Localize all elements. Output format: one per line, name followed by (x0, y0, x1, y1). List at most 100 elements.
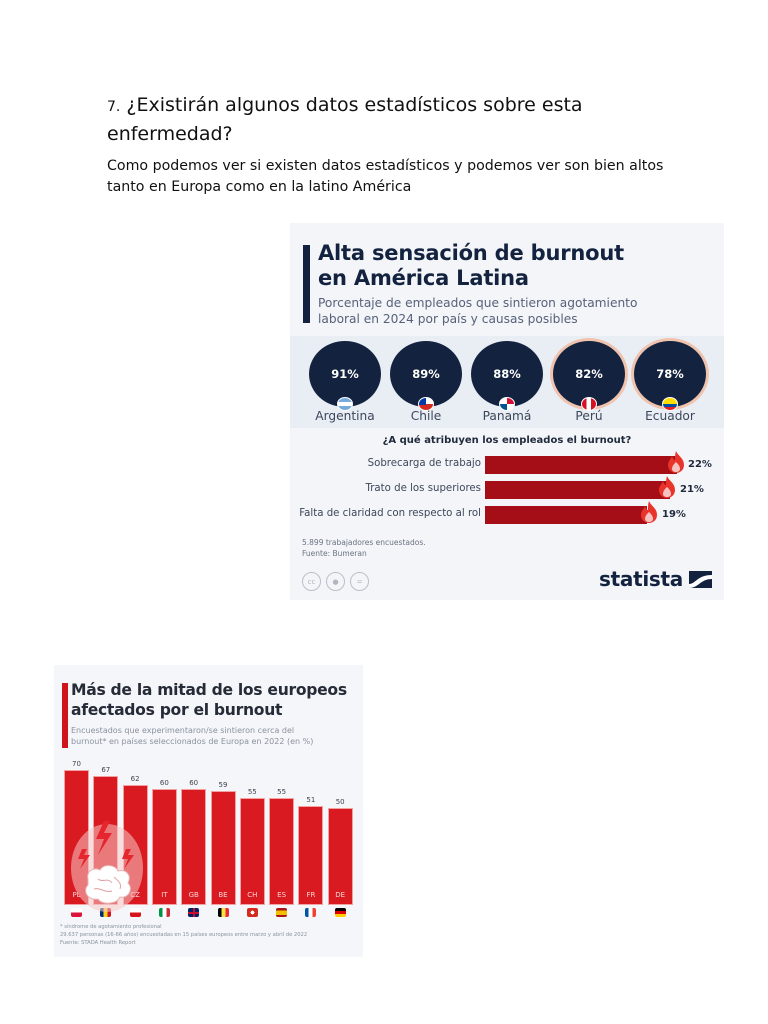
latam-title-line1: Alta sensación de burnout (318, 241, 624, 265)
country-name: Panamá (482, 409, 532, 423)
bar-fill (240, 799, 264, 904)
bar-value: 51 (306, 796, 316, 804)
es-flag-icon (276, 908, 288, 917)
europe-title: Más de la mitad de los europeos afectado… (71, 680, 347, 720)
fire-icon (668, 451, 684, 473)
bar-fill (328, 809, 352, 904)
be-flag-icon (217, 908, 229, 917)
bar-fill (182, 790, 206, 904)
footnote-sample: 29.637 personas (16-66 años) encuestadas… (60, 932, 308, 938)
europe-title-line1: Más de la mitad de los europeos (71, 681, 347, 699)
statista-logo[interactable]: statista (599, 567, 712, 591)
statista-mark-icon (689, 570, 712, 588)
europe-footnotes: * síndrome de agotamiento profesional 29… (60, 923, 307, 947)
cause-label: Falta de claridad con respecto al rol (299, 508, 481, 519)
value-circle: 88% (471, 341, 543, 407)
brand-name: statista (599, 567, 683, 591)
value-circle: 82% (553, 341, 625, 407)
country-name: Ecuador (645, 409, 695, 423)
cause-row: Trato de los superiores 21% (290, 476, 724, 499)
country-chile: 89% Chile (389, 341, 463, 429)
country-code: GB (188, 891, 199, 899)
brain-lightning-icon (71, 821, 143, 912)
latam-subtitle-line1: Porcentaje de empleados que sintieron ag… (318, 296, 638, 310)
cause-row: Falta de claridad con respecto al rol 19… (290, 501, 724, 524)
europe-subtitle-line1: Encuestados que experimentaron/se sintie… (71, 726, 295, 735)
europe-subtitle-line2: burnout* en países seleccionados de Euro… (71, 737, 314, 746)
value-circle: 91% (309, 341, 381, 407)
gb-flag-icon (188, 908, 200, 917)
country-code: CH (247, 891, 258, 899)
country-name: Perú (575, 409, 603, 423)
section-heading: 7. ¿Existirán algunos datos estadísticos… (107, 92, 667, 148)
country-ecuador: 78% Ecuador (633, 341, 707, 429)
latam-subtitle: Porcentaje de empleados que sintieron ag… (318, 295, 637, 327)
license-icons: cc ● = (302, 572, 369, 591)
country-code: BE (218, 891, 228, 899)
creative-commons-icon[interactable]: cc (302, 572, 321, 591)
it-flag-icon (158, 908, 170, 917)
bar-value: 67 (101, 766, 111, 774)
bar-fr: 51 FR (299, 796, 323, 917)
source-note: Fuente: Bumeran (302, 549, 367, 558)
country-code: PL (72, 891, 81, 899)
heading-number: 7. (107, 99, 121, 115)
cause-value: 22% (688, 459, 712, 470)
value-circle: 89% (390, 341, 462, 407)
title-accent-bar (62, 683, 68, 748)
bar-es: 55 ES (270, 788, 294, 917)
cause-bar (485, 456, 677, 474)
country-code: ES (277, 891, 287, 899)
latam-title: Alta sensación de burnout en América Lat… (318, 241, 624, 291)
no-derivatives-icon[interactable]: = (350, 572, 369, 591)
chile-flag-icon (418, 397, 434, 411)
fr-flag-icon (305, 908, 317, 917)
bar-value: 60 (159, 779, 169, 787)
country-name: Chile (410, 409, 442, 423)
latam-title-line2: en América Latina (318, 266, 529, 290)
bar-fill (152, 790, 176, 904)
bar-value: 62 (130, 775, 140, 783)
cause-label: Sobrecarga de trabajo (367, 458, 481, 469)
country-code: FR (306, 891, 316, 899)
bar-value: 70 (72, 760, 81, 768)
country-peru: 82% Perú (552, 341, 626, 429)
ch-flag-icon (246, 908, 258, 917)
footnote-source: Fuente: STADA Health Report (60, 940, 136, 946)
bar-value: 59 (218, 781, 228, 789)
bar-fill (270, 799, 294, 904)
cause-value: 19% (662, 509, 686, 520)
bar-fill (211, 792, 235, 904)
cause-bar (485, 481, 670, 499)
bar-value: 55 (247, 788, 257, 796)
attribution-icon[interactable]: ● (326, 572, 345, 591)
cause-label: Trato de los superiores (365, 483, 482, 494)
bar-fill (299, 807, 323, 904)
country-code: IT (161, 891, 168, 899)
bar-be: 59 BE (211, 781, 235, 917)
country-code: DE (335, 891, 346, 899)
latam-notes: 5.899 trabajadores encuestados. Fuente: … (302, 537, 426, 559)
country-name: Argentina (315, 409, 375, 423)
causes-question: ¿A qué atribuyen los empleados el burnou… (382, 435, 632, 446)
peru-flag-icon (581, 397, 597, 411)
ro-flag-icon (100, 908, 112, 917)
europe-subtitle: Encuestados que experimentaron/se sintie… (71, 725, 361, 747)
latam-burnout-infographic: Alta sensación de burnout en América Lat… (290, 223, 724, 600)
cause-bar (485, 506, 647, 524)
value-circle: 78% (634, 341, 706, 407)
argentina-flag-icon (337, 397, 353, 411)
bar-value: 50 (335, 798, 345, 806)
panama-flag-icon (499, 397, 515, 411)
cause-value: 21% (680, 484, 704, 495)
ecuador-flag-icon (662, 397, 678, 411)
bar-value: 60 (189, 779, 199, 787)
pl-flag-icon (71, 908, 82, 917)
cause-row: Sobrecarga de trabajo 22% (290, 451, 724, 474)
bar-gb: 60 GB (182, 779, 206, 917)
country-circles: 91% Argentina 89% Chile 88% Panamá 82% P… (308, 341, 708, 423)
bar-de: 50 DE (328, 798, 352, 917)
cz-flag-icon (129, 908, 141, 917)
bar-value: 55 (277, 788, 287, 796)
fire-icon (659, 476, 675, 498)
